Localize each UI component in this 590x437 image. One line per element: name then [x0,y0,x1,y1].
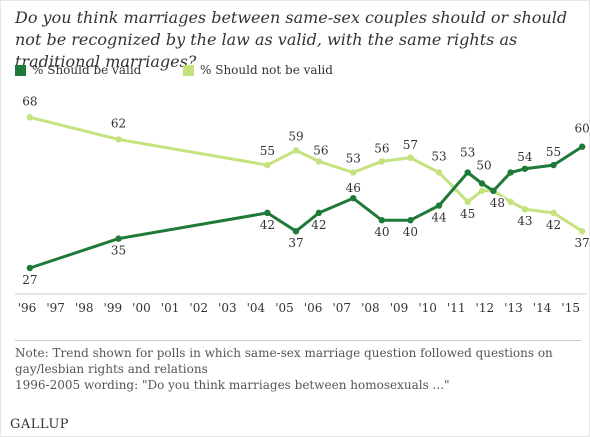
x-tick-label: '06 [304,301,323,315]
x-tick-label: '03 [218,301,237,315]
data-point-not-valid [550,209,557,217]
legend-swatch-valid [15,64,26,76]
data-point-valid [478,180,486,187]
x-tick-label: '08 [361,301,380,315]
x-tick-label: '12 [476,301,495,315]
data-label-valid: 44 [431,211,447,225]
data-point-valid [264,209,271,217]
legend-label-valid: % Should be valid [32,63,142,77]
data-label-valid: 42 [260,218,275,232]
series-line-not-valid [28,115,584,233]
data-point-not-valid [292,147,300,154]
data-point-not-valid [464,198,471,206]
data-label-valid: 27 [22,273,37,287]
data-point-valid [350,194,357,202]
divider [15,340,581,341]
line-chart: '96 '97 '98 '99 '00 '01 '02 '03 '04 '05 '06 '07 '08 '… [15,93,590,315]
x-tick-label: '01 [161,301,180,315]
x-tick-label: '05 [275,301,294,315]
data-label-valid: 54 [517,150,533,164]
x-tick-label: '97 [46,301,65,315]
data-label-valid: 53 [460,145,475,159]
x-tick-label: '13 [504,301,523,315]
data-point-valid [507,169,514,176]
data-label-valid: 35 [111,244,126,258]
data-point-not-valid [315,158,323,165]
data-label-not-valid: 59 [288,129,303,143]
data-point-valid [292,228,300,235]
x-tick-label: '15 [561,301,580,315]
data-label-valid: 48 [490,196,505,210]
data-point-valid [578,143,586,150]
legend-swatch-not-valid [183,64,194,76]
x-tick-label: '96 [18,301,37,315]
x-tick-label: '14 [533,301,552,315]
data-label-not-valid: 43 [517,214,532,228]
data-label-not-valid: 68 [22,96,37,108]
legend-item-not-valid: % Should not be valid [183,63,333,77]
data-point-not-valid [378,158,386,165]
data-point-valid [115,235,122,242]
chart-title: Do you think marriages between same-sex … [15,8,568,71]
data-label-not-valid: 56 [313,143,328,157]
data-label-not-valid: 55 [260,144,275,158]
data-point-not-valid [521,205,529,213]
data-point-valid [550,161,557,169]
x-tick-label: '04 [247,301,266,315]
data-label-not-valid: 45 [460,207,475,221]
data-label-valid: 37 [288,236,303,250]
data-point-not-valid [478,187,486,195]
data-point-not-valid [264,161,271,169]
x-tick-label: '98 [75,301,94,315]
data-point-not-valid [26,114,34,121]
data-point-not-valid [350,169,357,176]
gallup-logo: GALLUP [10,417,70,432]
data-point-valid [521,165,529,172]
x-tick-label: '00 [132,301,151,315]
data-label-not-valid: 57 [403,138,418,152]
x-tick-label: '99 [104,301,123,315]
data-point-valid [26,264,34,272]
data-point-not-valid [115,136,122,143]
data-label-valid: 40 [403,225,418,239]
plot-area: '96 '97 '98 '99 '00 '01 '02 '03 '04 '05 '06 '07 '08 '… [1,93,590,341]
data-point-not-valid [435,169,443,176]
data-point-valid [315,209,323,217]
data-label-valid: 46 [346,181,361,195]
series-line-valid [28,145,584,270]
x-tick-label: '02 [189,301,208,315]
data-label-not-valid: 53 [431,149,446,163]
note: Note: Trend shown for polls in which sam… [15,345,575,393]
data-label-not-valid: 37 [574,236,589,250]
data-label-valid: 42 [311,218,326,232]
data-point-valid [407,217,414,224]
data-label-not-valid: 42 [546,218,561,232]
data-label-valid: 50 [476,158,491,172]
data-label-valid: 60 [574,122,589,136]
x-tick-label: '07 [332,301,351,315]
x-tick-label: '11 [447,301,466,315]
data-label-not-valid: 56 [374,141,389,155]
x-tick-label: '10 [418,301,437,315]
data-point-valid [435,202,443,209]
data-point-not-valid [578,228,586,235]
note-line: Note: Trend shown for polls in which sam… [15,346,553,360]
note-line: 1996-2005 wording: "Do you think marriag… [15,378,450,392]
x-tick-label: '09 [390,301,409,315]
data-point-valid [490,187,497,195]
data-label-valid: 55 [546,145,561,159]
note-line: gay/lesbian rights and relations [15,362,208,376]
data-point-not-valid [407,154,414,161]
data-label-not-valid: 62 [111,116,126,130]
legend-label-not-valid: % Should not be valid [200,63,333,77]
data-point-valid [378,217,386,224]
data-point-not-valid [507,198,514,206]
data-point-valid [464,169,471,176]
data-label-not-valid: 53 [346,151,361,165]
legend-item-valid: % Should be valid [15,63,141,77]
data-label-valid: 40 [374,225,389,239]
